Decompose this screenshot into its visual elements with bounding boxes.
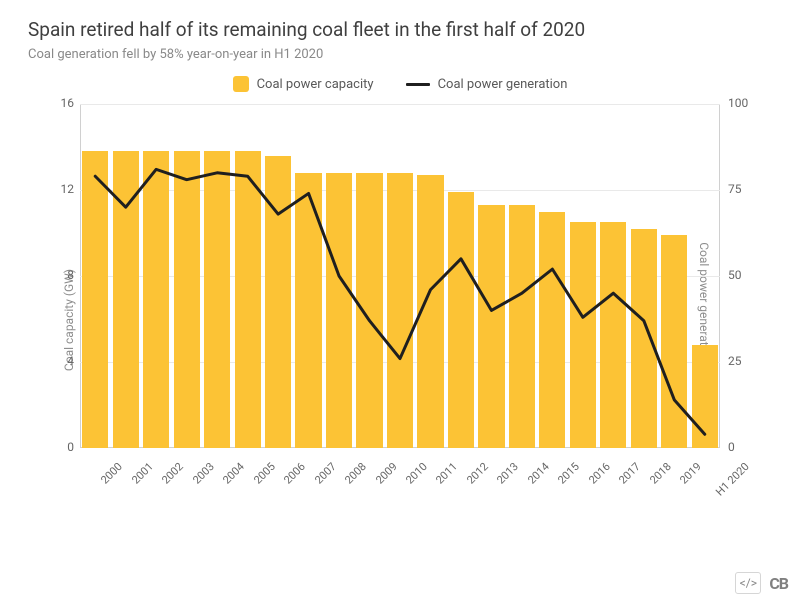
y-right-tick: 100 — [728, 96, 758, 110]
generation-line — [95, 169, 705, 434]
x-tick: 2012 — [464, 460, 491, 487]
y-left-tick: 4 — [44, 354, 74, 368]
line-layer — [80, 104, 720, 448]
x-tick: 2013 — [495, 460, 522, 487]
embed-icon[interactable]: </> — [735, 572, 761, 594]
x-tick: H1 2020 — [713, 460, 752, 499]
y-right-tick: 25 — [728, 354, 758, 368]
x-tick: 2000 — [98, 460, 125, 487]
x-tick: 2018 — [647, 460, 674, 487]
legend-swatch-line — [406, 83, 430, 86]
legend-item-line: Coal power generation — [406, 77, 568, 92]
x-tick: 2019 — [678, 460, 705, 487]
x-tick: 2010 — [403, 460, 430, 487]
legend-label-line: Coal power generation — [438, 77, 568, 92]
legend-swatch-bar — [233, 76, 249, 92]
y-right-tick: 50 — [728, 268, 758, 282]
x-tick: 2015 — [556, 460, 583, 487]
legend-label-bar: Coal power capacity — [257, 77, 374, 92]
x-tick: 2003 — [190, 460, 217, 487]
y-left-tick: 0 — [44, 440, 74, 454]
y-left-tick: 16 — [44, 96, 74, 110]
plot-region — [80, 104, 720, 448]
x-tick: 2001 — [129, 460, 156, 487]
y-right-tick: 0 — [728, 440, 758, 454]
x-tick: 2014 — [525, 460, 552, 487]
y-left-tick: 12 — [44, 182, 74, 196]
x-tick: 2016 — [586, 460, 613, 487]
chart-title: Spain retired half of its remaining coal… — [28, 18, 772, 41]
legend-item-bar: Coal power capacity — [233, 76, 374, 92]
x-tick: 2007 — [312, 460, 339, 487]
x-tick: 2005 — [251, 460, 278, 487]
x-tick: 2002 — [159, 460, 186, 487]
x-tick: 2011 — [434, 460, 461, 487]
chart-area: Coal capacity (GW) Coal power generation… — [28, 100, 772, 540]
footer-icons: </> CB — [735, 572, 788, 594]
logo: CB — [769, 574, 788, 593]
y-right-tick: 75 — [728, 182, 758, 196]
x-tick: 2006 — [281, 460, 308, 487]
chart-subtitle: Coal generation fell by 58% year-on-year… — [28, 47, 772, 62]
x-tick: 2017 — [617, 460, 644, 487]
legend: Coal power capacity Coal power generatio… — [28, 76, 772, 92]
y-left-tick: 8 — [44, 268, 74, 282]
x-tick: 2009 — [373, 460, 400, 487]
x-tick: 2004 — [220, 460, 247, 487]
x-tick: 2008 — [342, 460, 369, 487]
